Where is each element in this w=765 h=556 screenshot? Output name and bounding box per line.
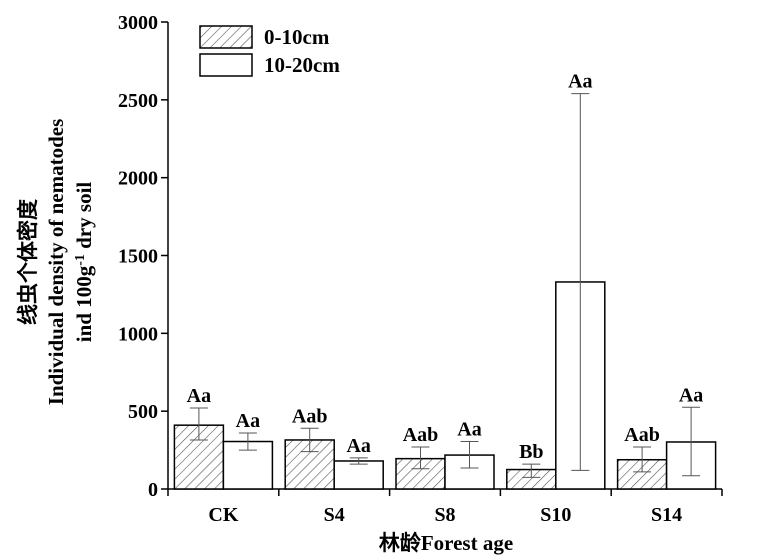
significance-label: Aa [236,410,260,432]
y-axis-label-line3-unit: ind 100g [72,265,96,342]
y-tick-label: 1500 [118,246,158,268]
y-tick-label: 2000 [118,168,158,190]
significance-label: Aa [187,385,211,407]
legend: 0-10cm 10-20cm [199,25,340,77]
significance-label: Aab [403,424,439,446]
legend-swatch [199,53,253,77]
y-axis-label-line2: Individual density of nematodes [44,119,68,405]
x-tick-label: S4 [324,504,345,526]
x-tick-label: S8 [434,504,455,526]
y-axis-label-superscript: -1 [73,254,88,266]
significance-label: Aa [457,419,481,441]
significance-label: Bb [519,441,543,463]
y-axis-label-line1: 线虫个体密度 [16,199,40,325]
y-tick-label: 3000 [118,12,158,34]
significance-label: Aab [292,405,328,427]
x-tick-label: CK [208,504,238,526]
x-axis-label: 林龄Forest age [379,531,513,555]
y-tick-label: 0 [148,479,158,501]
svg-text:ind 100g-1 dry soil: ind 100g-1 dry soil [72,182,96,343]
significance-label: Aa [679,384,703,406]
significance-label: Aa [568,71,592,93]
y-tick-label: 500 [128,401,158,423]
plot-area: 0 500 1000 1500 2000 2500 3000 CK S4 S8 S10 S14 Aa Aa… [118,12,723,526]
x-tick-label: S10 [540,504,571,526]
significance-label: Aa [346,435,370,457]
y-tick-label: 2500 [118,90,158,112]
legend-swatch [199,25,253,49]
y-tick-label: 1000 [118,323,158,345]
significance-label: Aab [624,424,660,446]
y-axis-label: 线虫个体密度 Individual density of nematodes i… [16,119,96,405]
bar [333,460,384,490]
x-tick-label: S14 [651,504,682,526]
legend-label: 10-20cm [264,53,340,77]
legend-label: 0-10cm [264,25,330,49]
y-axis-label-line3-rest: dry soil [72,182,96,255]
